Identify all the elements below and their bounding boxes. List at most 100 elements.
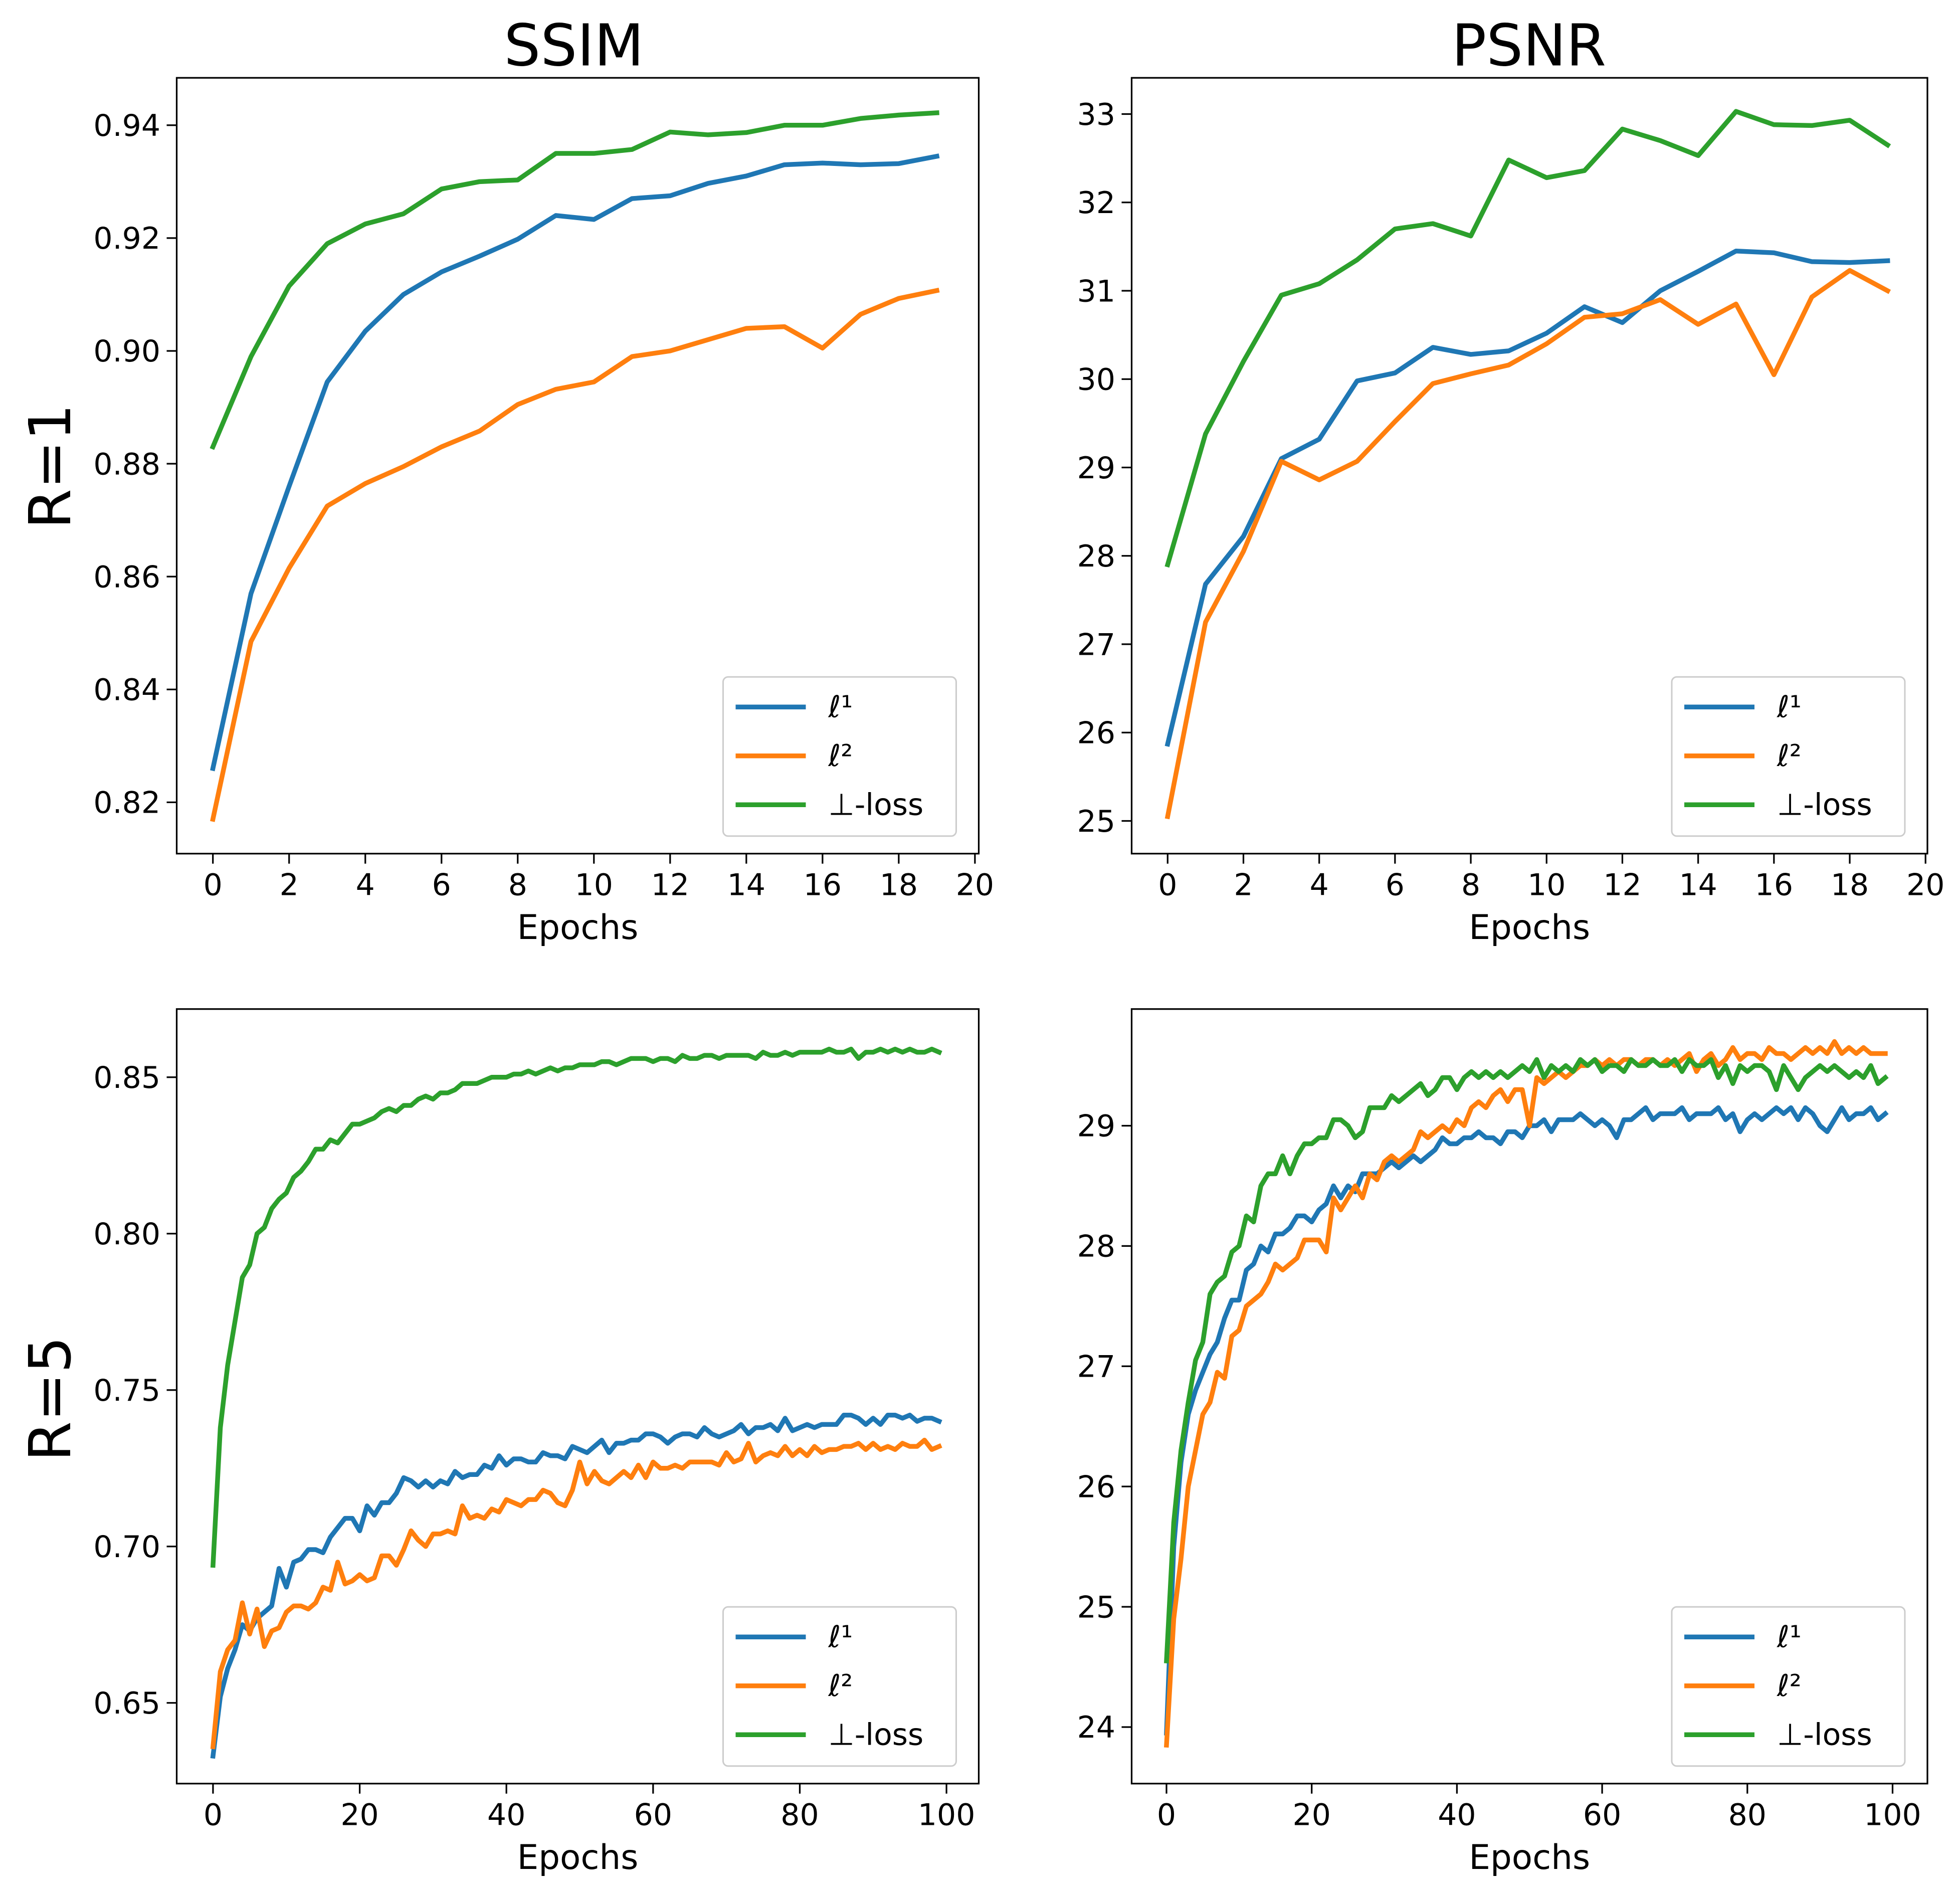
y-tick-label: 32 xyxy=(1077,185,1115,221)
series-line-2 xyxy=(210,1437,942,1750)
x-axis-label: Epochs xyxy=(1469,907,1590,947)
x-tick-label: 12 xyxy=(651,867,689,902)
x-tick-label: 6 xyxy=(432,867,451,902)
y-tick-label: 0.80 xyxy=(93,1217,160,1252)
x-tick-label: 8 xyxy=(1461,867,1480,902)
y-tick-label: 26 xyxy=(1077,1469,1115,1504)
y-tick-label: 28 xyxy=(1077,1229,1115,1264)
x-axis-label: Epochs xyxy=(1469,1837,1590,1877)
x-tick-label: 0 xyxy=(1158,867,1177,902)
y-tick-label: 0.86 xyxy=(93,559,160,595)
x-tick-label: 18 xyxy=(880,867,918,902)
y-tick-label: 0.88 xyxy=(93,447,160,482)
series-line-2 xyxy=(1164,1039,1888,1748)
chart-panel-3: 0 20 40 60 80 100 0.65 0.70 0.75 0.80 0.85 Epochs ℓ¹… xyxy=(93,1008,980,1877)
x-tick-label: 4 xyxy=(1310,867,1329,902)
x-tick-label: 80 xyxy=(780,1797,819,1832)
x-tick-label: 0 xyxy=(1157,1797,1176,1832)
y-tick-label: 25 xyxy=(1077,804,1115,839)
x-tick-label: 14 xyxy=(1679,867,1717,902)
y-tick-label: 0.70 xyxy=(93,1530,160,1565)
x-axis-label: Epochs xyxy=(517,907,639,947)
chart-panel-2: 0 2 4 6 8 10 12 14 16 18 20 25 26 27 28 29 30 31 32 33 Epoch… xyxy=(1077,77,1944,947)
y-tick-label: 0.82 xyxy=(93,786,160,821)
legend-label: ℓ² xyxy=(1777,738,1802,774)
x-tick-label: 16 xyxy=(804,867,842,902)
axes-frame xyxy=(175,1008,980,1785)
x-tick-label: 40 xyxy=(487,1797,525,1832)
chart-panel-1: 0 2 4 6 8 10 12 14 16 18 20 0.82 0.84 0.86 0.88 0.90 0.9… xyxy=(93,77,994,947)
legend: ℓ¹ ℓ² ⊥-loss xyxy=(722,1606,957,1767)
x-tick-label: 20 xyxy=(1293,1797,1331,1832)
x-tick-label: 100 xyxy=(1864,1797,1921,1832)
y-tick-label: 28 xyxy=(1077,539,1115,574)
x-tick-label: 100 xyxy=(918,1797,975,1832)
series-line-3 xyxy=(1164,1057,1889,1664)
x-tick-label: 80 xyxy=(1728,1797,1767,1832)
legend-label: ℓ² xyxy=(828,738,853,774)
y-tick-label: 33 xyxy=(1077,97,1115,132)
series-line-3 xyxy=(210,110,939,450)
legend-label: ⊥-loss xyxy=(829,1717,924,1752)
y-tick-label: 0.92 xyxy=(93,221,160,256)
column-title-psnr: PSNR xyxy=(1452,12,1606,79)
x-tick-label: 60 xyxy=(1583,1797,1621,1832)
row-label-r5: R=5 xyxy=(17,1337,84,1461)
x-tick-label: 2 xyxy=(1234,867,1253,902)
axes-frame xyxy=(1130,1008,1928,1785)
x-tick-label: 18 xyxy=(1831,867,1869,902)
series-line-3 xyxy=(1164,109,1891,568)
chart-panel-4: 0 20 40 60 80 100 24 25 26 27 28 29 Epochs ℓ¹ ℓ² ⊥-loss xyxy=(1077,1008,1928,1877)
legend-label: ℓ¹ xyxy=(828,1619,853,1654)
legend-label: ℓ² xyxy=(828,1668,853,1704)
y-tick-label: 0.85 xyxy=(93,1060,160,1095)
y-tick-label: 30 xyxy=(1077,362,1115,398)
legend-label: ⊥-loss xyxy=(1777,787,1872,822)
y-tick-label: 0.84 xyxy=(93,672,160,707)
legend-frame xyxy=(722,676,957,837)
y-tick-label: 27 xyxy=(1077,627,1115,662)
legend-frame xyxy=(1671,676,1906,837)
x-tick-label: 20 xyxy=(956,867,994,902)
x-tick-label: 12 xyxy=(1603,867,1641,902)
x-tick-label: 6 xyxy=(1386,867,1405,902)
series-line-1 xyxy=(1164,248,1890,747)
y-tick-label: 27 xyxy=(1077,1350,1115,1385)
series-line-1 xyxy=(210,1412,942,1759)
x-tick-label: 0 xyxy=(204,867,223,902)
legend-label: ℓ¹ xyxy=(828,689,853,724)
axes-frame xyxy=(175,77,980,855)
legend-label: ℓ¹ xyxy=(1777,1619,1802,1654)
y-tick-label: 25 xyxy=(1077,1590,1115,1625)
y-tick-label: 0.65 xyxy=(93,1686,160,1721)
legend-label: ⊥-loss xyxy=(829,787,924,822)
x-tick-label: 0 xyxy=(204,1797,223,1832)
x-tick-label: 14 xyxy=(727,867,765,902)
legend: ℓ¹ ℓ² ⊥-loss xyxy=(722,676,957,837)
series-line-1 xyxy=(1164,1105,1889,1736)
y-tick-label: 0.90 xyxy=(93,334,160,369)
axes-frame xyxy=(1130,77,1928,855)
x-tick-label: 20 xyxy=(340,1797,378,1832)
x-tick-label: 10 xyxy=(575,867,613,902)
y-tick-label: 31 xyxy=(1077,274,1115,309)
series-line-2 xyxy=(210,287,940,822)
series-line-2 xyxy=(1164,268,1891,820)
legend-label: ℓ¹ xyxy=(1777,689,1802,724)
legend-frame xyxy=(722,1606,957,1767)
x-tick-label: 16 xyxy=(1755,867,1793,902)
y-tick-label: 26 xyxy=(1077,716,1115,751)
series-line-3 xyxy=(210,1046,942,1568)
x-tick-label: 4 xyxy=(356,867,375,902)
y-tick-label: 29 xyxy=(1077,451,1115,486)
legend-label: ⊥-loss xyxy=(1777,1717,1872,1752)
legend-frame xyxy=(1671,1606,1906,1767)
column-title-ssim: SSIM xyxy=(504,12,644,79)
y-tick-label: 29 xyxy=(1077,1109,1115,1144)
y-tick-label: 24 xyxy=(1077,1710,1115,1745)
legend-label: ℓ² xyxy=(1777,1668,1802,1704)
series-line-1 xyxy=(210,153,940,772)
row-label-r1: R=1 xyxy=(17,404,84,529)
x-tick-label: 60 xyxy=(634,1797,672,1832)
